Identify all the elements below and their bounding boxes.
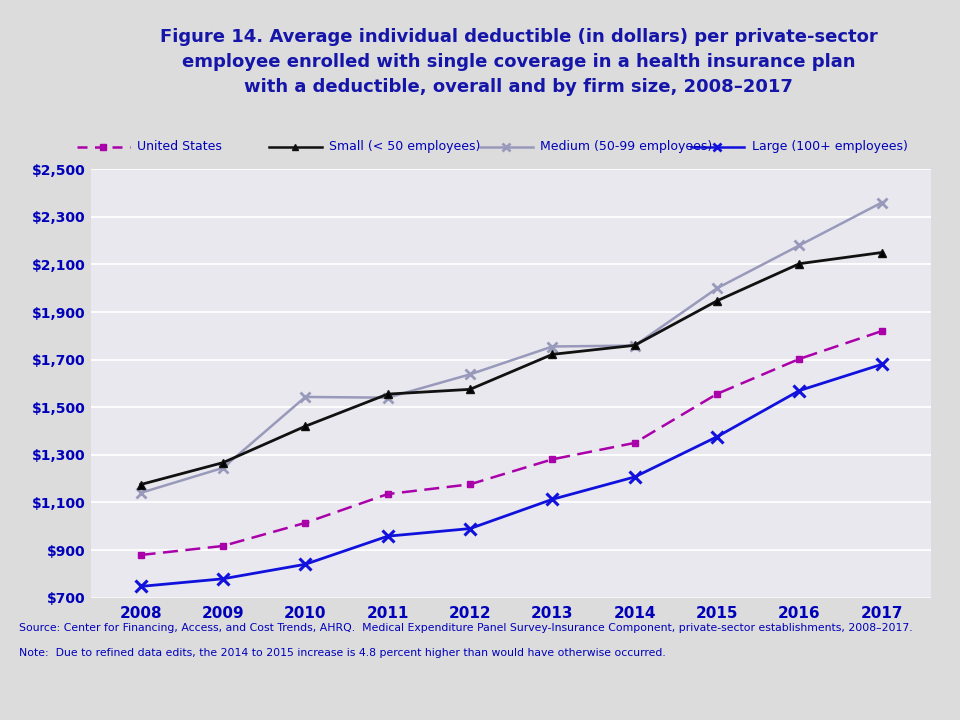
Medium (50-99 employees) [546, 342, 558, 351]
United States [876, 327, 888, 336]
Small (< 50 employees) [300, 422, 311, 431]
Large (100+ employees) [629, 472, 640, 481]
Large (100+ employees) [876, 360, 888, 369]
Medium (50-99 employees) [134, 489, 146, 498]
Text: Medium (50-99 employees): Medium (50-99 employees) [540, 140, 712, 153]
Small (< 50 employees) [876, 248, 888, 257]
Text: Small (< 50 employees): Small (< 50 employees) [329, 140, 481, 153]
Text: Source: Center for Financing, Access, and Cost Trends, AHRQ.  Medical Expenditur: Source: Center for Financing, Access, an… [19, 623, 913, 633]
United States [134, 551, 146, 559]
Text: Large (100+ employees): Large (100+ employees) [752, 140, 907, 153]
United States [382, 490, 394, 498]
Medium (50-99 employees) [711, 284, 723, 292]
Large (100+ employees) [217, 575, 228, 583]
United States [465, 480, 476, 489]
Medium (50-99 employees) [876, 198, 888, 207]
Text: United States: United States [137, 140, 222, 153]
Text: Figure 14. Average individual deductible (in dollars) per private-sector
employe: Figure 14. Average individual deductible… [159, 28, 877, 96]
Large (100+ employees) [711, 433, 723, 441]
Medium (50-99 employees) [629, 341, 640, 350]
Small (< 50 employees) [711, 297, 723, 305]
Small (< 50 employees) [546, 350, 558, 359]
Small (< 50 employees) [794, 259, 805, 268]
Small (< 50 employees) [465, 385, 476, 394]
Small (< 50 employees) [134, 480, 146, 489]
United States [217, 541, 228, 550]
Large (100+ employees) [794, 386, 805, 395]
Large (100+ employees) [546, 495, 558, 503]
Large (100+ employees) [382, 532, 394, 541]
Medium (50-99 employees) [217, 464, 228, 472]
Small (< 50 employees) [382, 390, 394, 398]
United States [794, 354, 805, 363]
Small (< 50 employees) [629, 341, 640, 350]
United States [300, 518, 311, 527]
Large (100+ employees) [465, 524, 476, 533]
United States [546, 455, 558, 464]
Text: Note:  Due to refined data edits, the 2014 to 2015 increase is 4.8 percent highe: Note: Due to refined data edits, the 201… [19, 648, 666, 658]
Medium (50-99 employees) [465, 370, 476, 379]
Line: Large (100+ employees): Large (100+ employees) [135, 359, 887, 592]
Medium (50-99 employees) [382, 393, 394, 402]
Small (< 50 employees) [217, 459, 228, 467]
United States [711, 390, 723, 398]
United States [629, 438, 640, 447]
Line: United States: United States [137, 328, 885, 559]
Medium (50-99 employees) [794, 241, 805, 250]
Line: Medium (50-99 employees): Medium (50-99 employees) [135, 198, 887, 498]
Large (100+ employees) [134, 582, 146, 590]
Line: Small (< 50 employees): Small (< 50 employees) [136, 248, 886, 489]
Medium (50-99 employees) [300, 392, 311, 401]
Large (100+ employees) [300, 560, 311, 569]
